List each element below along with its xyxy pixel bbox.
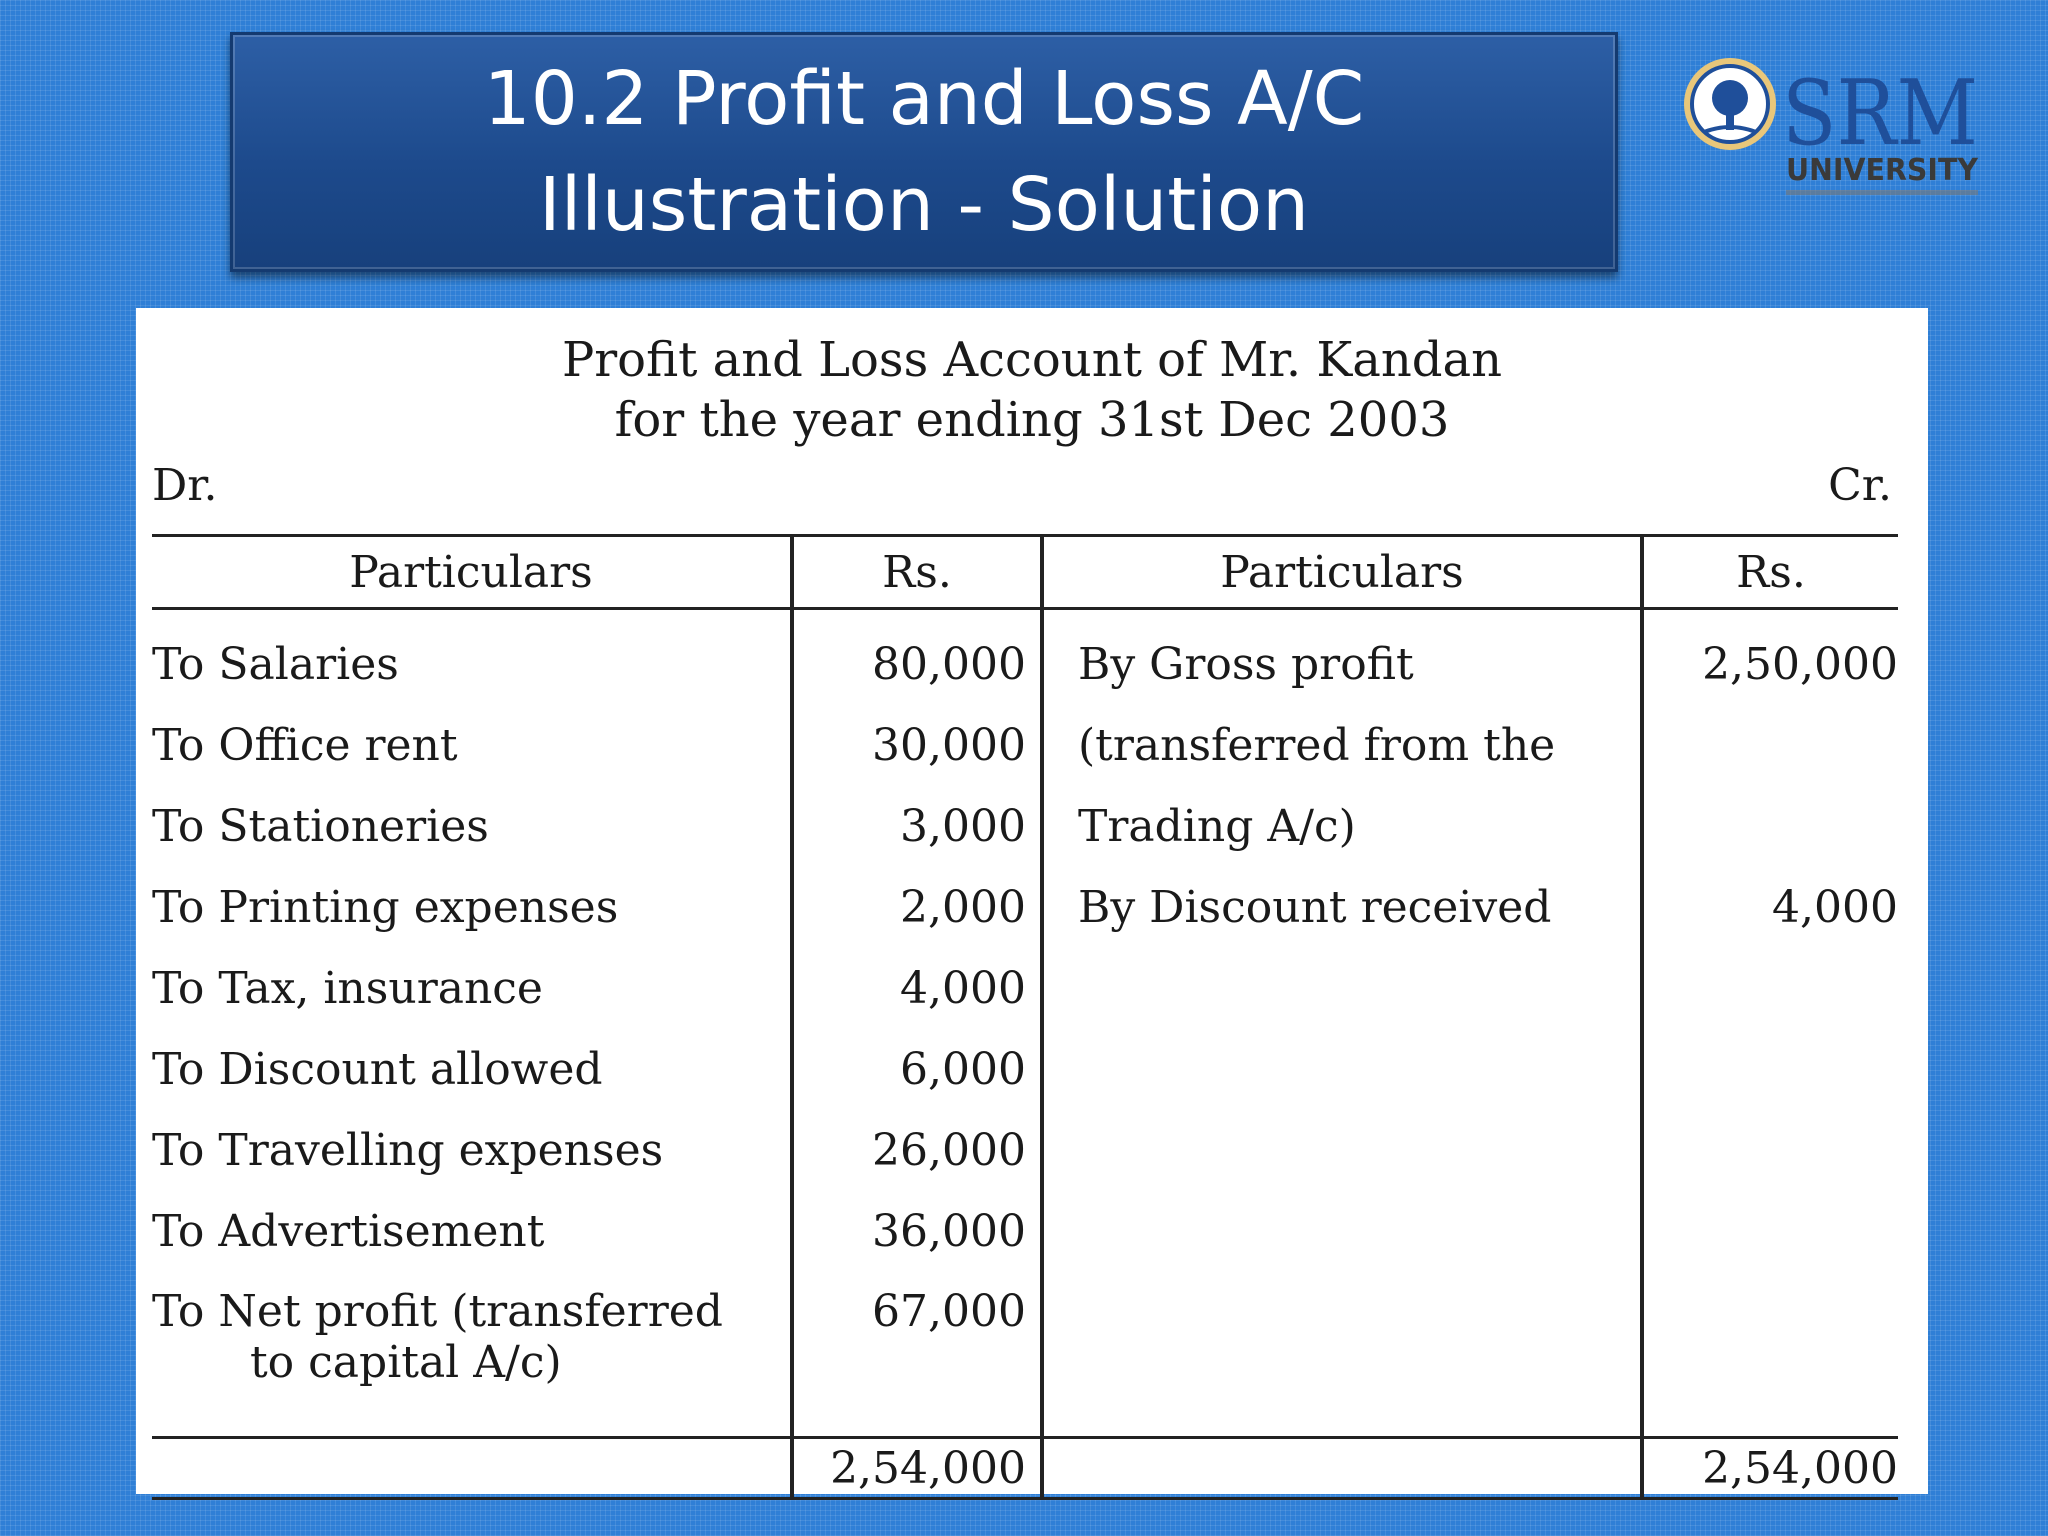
debit-amount: 2,000 (790, 867, 1042, 948)
srm-university-logo: SRM UNIVERSITY (1682, 52, 1982, 212)
credit-particular: (transferred from the (1040, 705, 1642, 786)
account-sheet: Profit and Loss Account of Mr. Kandan fo… (136, 308, 1928, 1500)
header-debit-amount: Rs. (790, 534, 1042, 610)
header-credit-particulars: Particulars (1040, 534, 1642, 610)
slide-title-box: 10.2 Profit and Loss A/C Illustration - … (230, 32, 1618, 272)
debit-particular: To Printing expenses (152, 882, 619, 933)
credit-particular: By Gross profit (1040, 608, 1642, 705)
debit-amount: 4,000 (790, 948, 1042, 1029)
header-credit-amount: Rs. (1640, 534, 1898, 610)
slide-title-line1: 10.2 Profit and Loss A/C (483, 56, 1365, 142)
debit-total: 2,54,000 (790, 1436, 1042, 1500)
totals-row: 2,54,000 2,54,000 (152, 1436, 1898, 1500)
table-row: To Travelling expenses 26,000 (152, 1110, 1898, 1191)
credit-amount (1640, 705, 1898, 786)
credit-total: 2,54,000 (1640, 1436, 1898, 1500)
debit-particular: To Stationeries (152, 801, 489, 852)
credit-amount: 2,50,000 (1640, 608, 1898, 705)
table-row: To Stationeries 3,000 Trading A/c) (152, 786, 1898, 867)
debit-amount: 26,000 (790, 1110, 1042, 1191)
tree-seal-icon (1684, 58, 1776, 150)
logo-name: SRM (1782, 61, 1978, 166)
table-row: To Office rent 30,000 (transferred from … (152, 705, 1898, 786)
debit-amount: 3,000 (790, 786, 1042, 867)
credit-label: Cr. (1828, 460, 1892, 511)
debit-particular: To Tax, insurance (152, 963, 543, 1014)
credit-amount (1640, 786, 1898, 867)
debit-particular: To Advertisement (152, 1206, 545, 1257)
debit-label: Dr. (152, 460, 218, 511)
debit-amount: 6,000 (790, 1029, 1042, 1110)
debit-amount: 30,000 (790, 705, 1042, 786)
table-row: To Tax, insurance 4,000 (152, 948, 1898, 1029)
credit-particular: Trading A/c) (1040, 786, 1642, 867)
debit-particular: To Salaries (152, 639, 399, 690)
debit-particular-continued: to capital A/c) (250, 1337, 562, 1388)
credit-particular: By Discount received (1040, 867, 1642, 948)
debit-amount: 80,000 (790, 608, 1042, 705)
debit-amount: 67,000 (790, 1272, 1042, 1388)
table-row: To Printing expenses 2,000 By Discount r… (152, 867, 1898, 948)
debit-particular: To Office rent (152, 720, 458, 771)
debit-particular: To Discount allowed (152, 1044, 603, 1095)
debit-amount: 36,000 (790, 1191, 1042, 1272)
table-row: To Salaries 80,000 By Gross profit 2,50,… (152, 608, 1898, 705)
ledger-table: Particulars Rs. Particulars Rs. To Salar… (152, 534, 1898, 1500)
account-period: for the year ending 31st Dec 2003 (614, 392, 1450, 448)
debit-particular: To Net profit (transferred (152, 1286, 723, 1337)
logo-subtitle: UNIVERSITY (1786, 153, 1979, 188)
table-row: To Net profit (transferred to capital A/… (152, 1272, 1898, 1388)
credit-amount: 4,000 (1640, 867, 1898, 948)
header-debit-particulars: Particulars (152, 534, 792, 610)
table-row: To Advertisement 36,000 (152, 1191, 1898, 1272)
table-row: To Discount allowed 6,000 (152, 1029, 1898, 1110)
debit-particular: To Travelling expenses (152, 1125, 664, 1176)
account-title: Profit and Loss Account of Mr. Kandan (561, 332, 1503, 388)
slide-title-line2: Illustration - Solution (538, 162, 1310, 248)
